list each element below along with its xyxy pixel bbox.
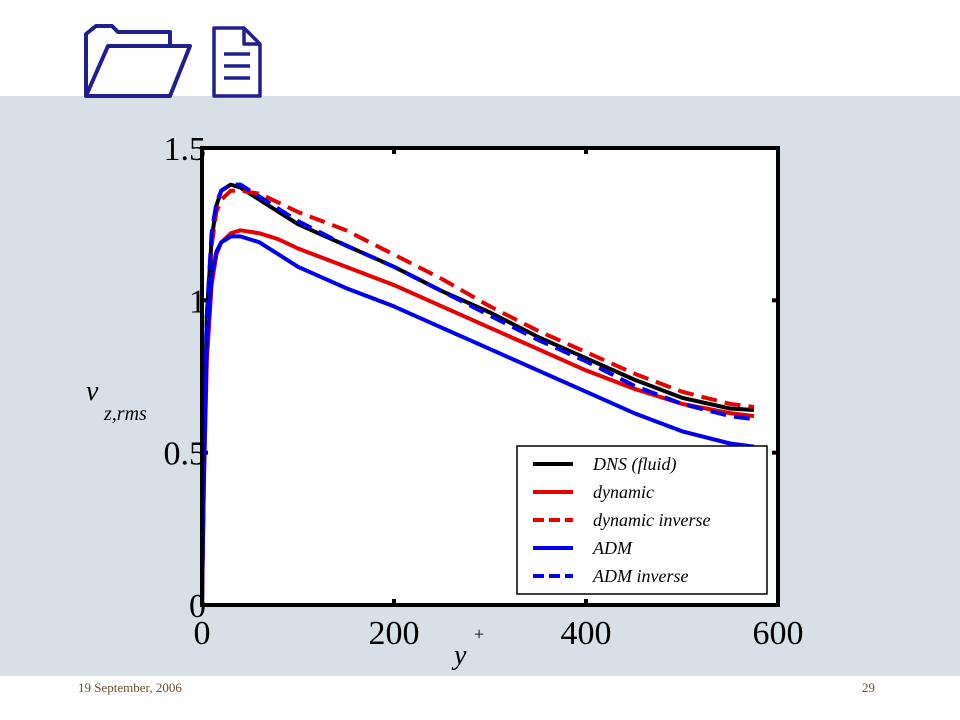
legend-label-adm-inverse: ADM inverse bbox=[592, 566, 688, 586]
legend-label-dns-fluid: DNS (fluid) bbox=[592, 454, 677, 475]
folder-icon bbox=[84, 24, 192, 98]
y-axis-label-subscript: z,rms bbox=[103, 403, 147, 425]
plot-frame-border bbox=[200, 146, 780, 607]
x-axis-label: y + bbox=[451, 624, 484, 671]
page-number: 29 bbox=[862, 680, 875, 695]
y-tick-label-3: 1.5 bbox=[164, 131, 207, 168]
y-tick-label-1: 0.5 bbox=[164, 436, 207, 473]
x-axis-label-main: y bbox=[451, 640, 467, 671]
legend-label-adm: ADM bbox=[592, 538, 633, 558]
document-icon bbox=[212, 26, 262, 98]
footer-date: 19 September, 2006 bbox=[78, 680, 182, 695]
x-tick-label-1: 200 bbox=[369, 615, 420, 652]
legend: DNS (fluid) dynamic dynamic inverse ADM ADM … bbox=[516, 445, 768, 595]
legend-label-dynamic-inverse: dynamic inverse bbox=[593, 510, 710, 530]
series-group bbox=[200, 182, 755, 606]
series-line-dns-fluid bbox=[200, 182, 755, 606]
x-axis-label-superscript: + bbox=[474, 624, 484, 644]
series-line-adm bbox=[200, 234, 755, 606]
slide-logo bbox=[84, 24, 262, 98]
x-tick-label-3: 600 bbox=[753, 615, 804, 652]
x-tick-label-2: 400 bbox=[561, 615, 612, 652]
x-tick-label-0: 0 bbox=[194, 615, 211, 652]
legend-label-dynamic: dynamic bbox=[593, 482, 654, 502]
series-line-adm-inverse bbox=[200, 182, 755, 606]
y-axis-label: v z,rms bbox=[86, 376, 147, 425]
y-axis-label-main: v bbox=[86, 376, 99, 407]
